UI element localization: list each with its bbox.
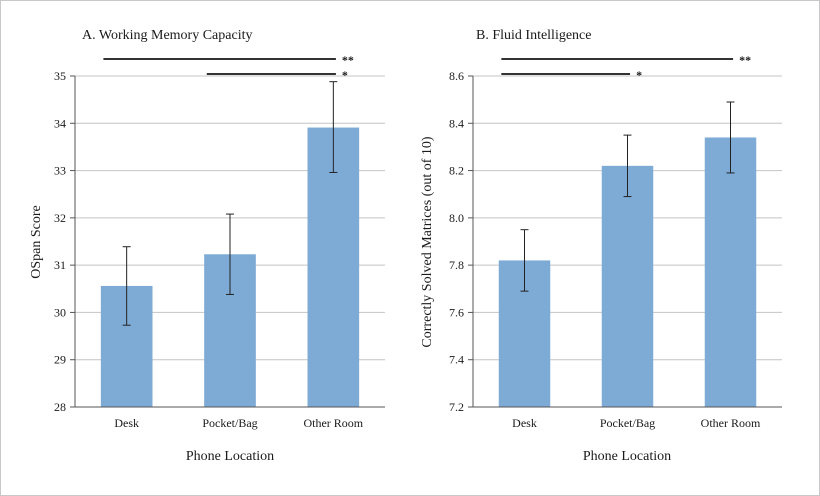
bar <box>601 165 654 407</box>
x-tick-label: Desk <box>114 416 139 430</box>
significance-label: * <box>342 68 348 82</box>
significance-label: ** <box>739 53 751 67</box>
panel-working-memory: A. Working Memory Capacity Phone Locatio… <box>29 28 385 464</box>
y-tick-label: 7.6 <box>449 305 464 319</box>
y-tick-label: 7.2 <box>449 400 464 414</box>
panel-fluid-intelligence: B. Fluid Intelligence Phone Location Cor… <box>420 28 782 464</box>
y-tick-label: 34 <box>54 116 66 130</box>
bar <box>307 127 360 407</box>
y-tick-label: 32 <box>54 211 66 225</box>
x-axis-title: Phone Location <box>186 449 274 464</box>
y-tick-label: 28 <box>54 400 66 414</box>
y-tick-label: 8.4 <box>449 116 464 130</box>
x-tick-label: Pocket/Bag <box>202 416 257 430</box>
y-tick-label: 35 <box>54 69 66 83</box>
chart-title: A. Working Memory Capacity <box>82 28 252 43</box>
y-tick-label: 7.8 <box>449 258 464 272</box>
chart-title: B. Fluid Intelligence <box>476 28 591 43</box>
x-tick-label: Other Room <box>701 416 761 430</box>
bar <box>704 137 757 407</box>
y-tick-label: 31 <box>54 258 66 272</box>
y-tick-label: 8.6 <box>449 69 464 83</box>
x-tick-label: Other Room <box>303 416 363 430</box>
x-axis-title: Phone Location <box>583 449 671 464</box>
significance-label: * <box>636 68 642 82</box>
y-tick-label: 8.0 <box>449 211 464 225</box>
y-tick-label: 30 <box>54 305 66 319</box>
x-tick-label: Desk <box>512 416 537 430</box>
y-tick-label: 29 <box>54 353 66 367</box>
y-axis-title: Correctly Solved Matrices (out of 10) <box>420 136 435 347</box>
x-tick-label: Pocket/Bag <box>600 416 655 430</box>
y-tick-label: 33 <box>54 164 66 178</box>
y-tick-label: 8.2 <box>449 164 464 178</box>
significance-label: ** <box>342 53 354 67</box>
y-axis-title: OSpan Score <box>29 205 44 279</box>
y-tick-label: 7.4 <box>449 353 464 367</box>
